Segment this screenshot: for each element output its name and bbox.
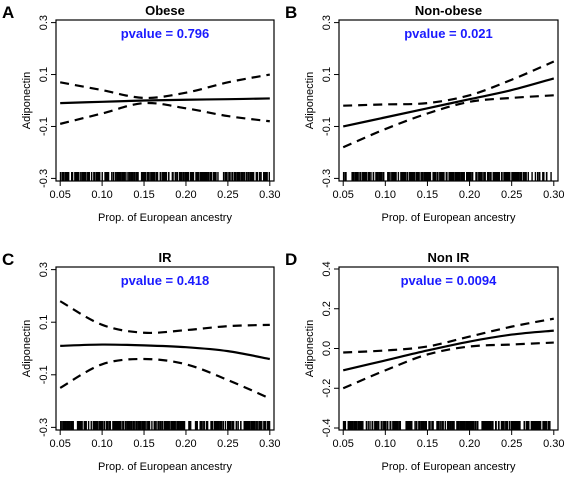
x-tick-label: 0.05 bbox=[333, 438, 354, 450]
x-axis-label: Prop. of European ancestry bbox=[98, 461, 232, 473]
pvalue-annotation: pvalue = 0.796 bbox=[121, 26, 210, 41]
fitted-line bbox=[342, 329, 554, 372]
panel-d: D Non IR pvalue = 0.0094 0.05 0.10 0.15 0.20 0.… bbox=[285, 250, 564, 473]
y-tick-label: -0.3 bbox=[38, 418, 50, 437]
x-tick-label: 0.20 bbox=[175, 189, 196, 201]
confidence-band-line bbox=[59, 357, 271, 400]
y-tick-label: -0.2 bbox=[321, 379, 333, 398]
x-tick-label: 0.30 bbox=[259, 189, 280, 201]
y-tick-label: -0.3 bbox=[38, 169, 50, 188]
rug bbox=[342, 421, 551, 430]
panel-letter: C bbox=[2, 250, 14, 269]
y-tick-label: -0.1 bbox=[38, 365, 50, 384]
confidence-band-line bbox=[342, 341, 554, 390]
panel-letter: D bbox=[285, 250, 297, 269]
confidence-band-line bbox=[59, 73, 271, 100]
y-tick-label: 0.3 bbox=[38, 15, 50, 30]
x-tick-label: 0.30 bbox=[543, 438, 564, 450]
x-axis-label: Prop. of European ancestry bbox=[98, 212, 232, 224]
panel-letter: B bbox=[285, 3, 297, 22]
confidence-band-line bbox=[59, 101, 270, 125]
x-tick-label: 0.15 bbox=[133, 189, 154, 201]
x-tick-label: 0.05 bbox=[49, 189, 70, 201]
y-tick-label: 0.1 bbox=[321, 67, 333, 82]
x-tick-label: 0.10 bbox=[91, 438, 112, 450]
y-axis-label: Adiponectin bbox=[304, 72, 316, 130]
x-tick-label: 0.05 bbox=[49, 438, 70, 450]
y-tick-label: 0.1 bbox=[38, 67, 50, 82]
y-axis-label: Adiponectin bbox=[21, 320, 33, 378]
x-tick-label: 0.15 bbox=[417, 438, 438, 450]
y-tick-label: -0.4 bbox=[321, 419, 333, 438]
x-axis-label: Prop. of European ancestry bbox=[382, 212, 516, 224]
rug bbox=[60, 421, 271, 430]
x-tick-label: 0.25 bbox=[501, 438, 522, 450]
y-tick-label: 0.4 bbox=[321, 261, 333, 276]
panel-title: IR bbox=[159, 250, 173, 265]
x-tick-label: 0.05 bbox=[333, 189, 354, 201]
fitted-line bbox=[342, 77, 555, 128]
x-tick-label: 0.30 bbox=[259, 438, 280, 450]
x-tick-label: 0.15 bbox=[417, 189, 438, 201]
rug bbox=[59, 172, 271, 181]
panel-title: Non-obese bbox=[415, 3, 482, 18]
x-tick-label: 0.10 bbox=[91, 189, 112, 201]
y-tick-label: -0.1 bbox=[38, 117, 50, 136]
confidence-band-line bbox=[343, 60, 555, 107]
x-tick-label: 0.25 bbox=[217, 438, 238, 450]
y-tick-label: 0.2 bbox=[321, 301, 333, 316]
x-tick-label: 0.15 bbox=[133, 438, 154, 450]
panel-title: Obese bbox=[145, 3, 185, 18]
confidence-band-line bbox=[342, 94, 554, 149]
y-tick-label: 0.1 bbox=[38, 315, 50, 330]
x-axis-label: Prop. of European ancestry bbox=[382, 461, 516, 473]
x-tick-label: 0.10 bbox=[375, 189, 396, 201]
y-tick-label: -0.1 bbox=[321, 117, 333, 136]
y-tick-label: -0.3 bbox=[321, 169, 333, 188]
x-tick-label: 0.20 bbox=[459, 438, 480, 450]
panel-c: C IR pvalue = 0.418 0.05 0.10 0.15 0.20 0.25 0.3… bbox=[2, 250, 281, 473]
confidence-band-line bbox=[343, 317, 554, 354]
confidence-band-line bbox=[59, 300, 270, 335]
y-axis-label: Adiponectin bbox=[304, 320, 316, 378]
pvalue-annotation: pvalue = 0.021 bbox=[404, 26, 493, 41]
x-tick-label: 0.30 bbox=[543, 189, 564, 201]
plot-frame bbox=[55, 266, 275, 431]
pvalue-annotation: pvalue = 0.418 bbox=[121, 273, 210, 288]
pvalue-annotation: pvalue = 0.0094 bbox=[401, 273, 498, 288]
x-tick-label: 0.20 bbox=[459, 189, 480, 201]
x-tick-label: 0.25 bbox=[217, 189, 238, 201]
y-tick-label: 0.0 bbox=[321, 341, 333, 356]
fitted-line bbox=[60, 343, 271, 361]
x-tick-label: 0.10 bbox=[375, 438, 396, 450]
fitted-line bbox=[60, 97, 270, 105]
panel-b: B Non-obese pvalue = 0.021 0.05 0.10 0.15 0.20… bbox=[285, 3, 564, 224]
y-axis-label: Adiponectin bbox=[21, 72, 33, 130]
panel-title: Non IR bbox=[428, 250, 470, 265]
x-tick-label: 0.20 bbox=[175, 438, 196, 450]
panel-letter: A bbox=[2, 3, 14, 22]
panel-a: A Obese pvalue = 0.796 0.05 0.10 0.15 0.20 0.25… bbox=[2, 3, 281, 224]
rug bbox=[342, 172, 552, 181]
y-tick-label: 0.3 bbox=[321, 15, 333, 30]
y-tick-label: 0.3 bbox=[38, 262, 50, 277]
x-tick-label: 0.25 bbox=[501, 189, 522, 201]
